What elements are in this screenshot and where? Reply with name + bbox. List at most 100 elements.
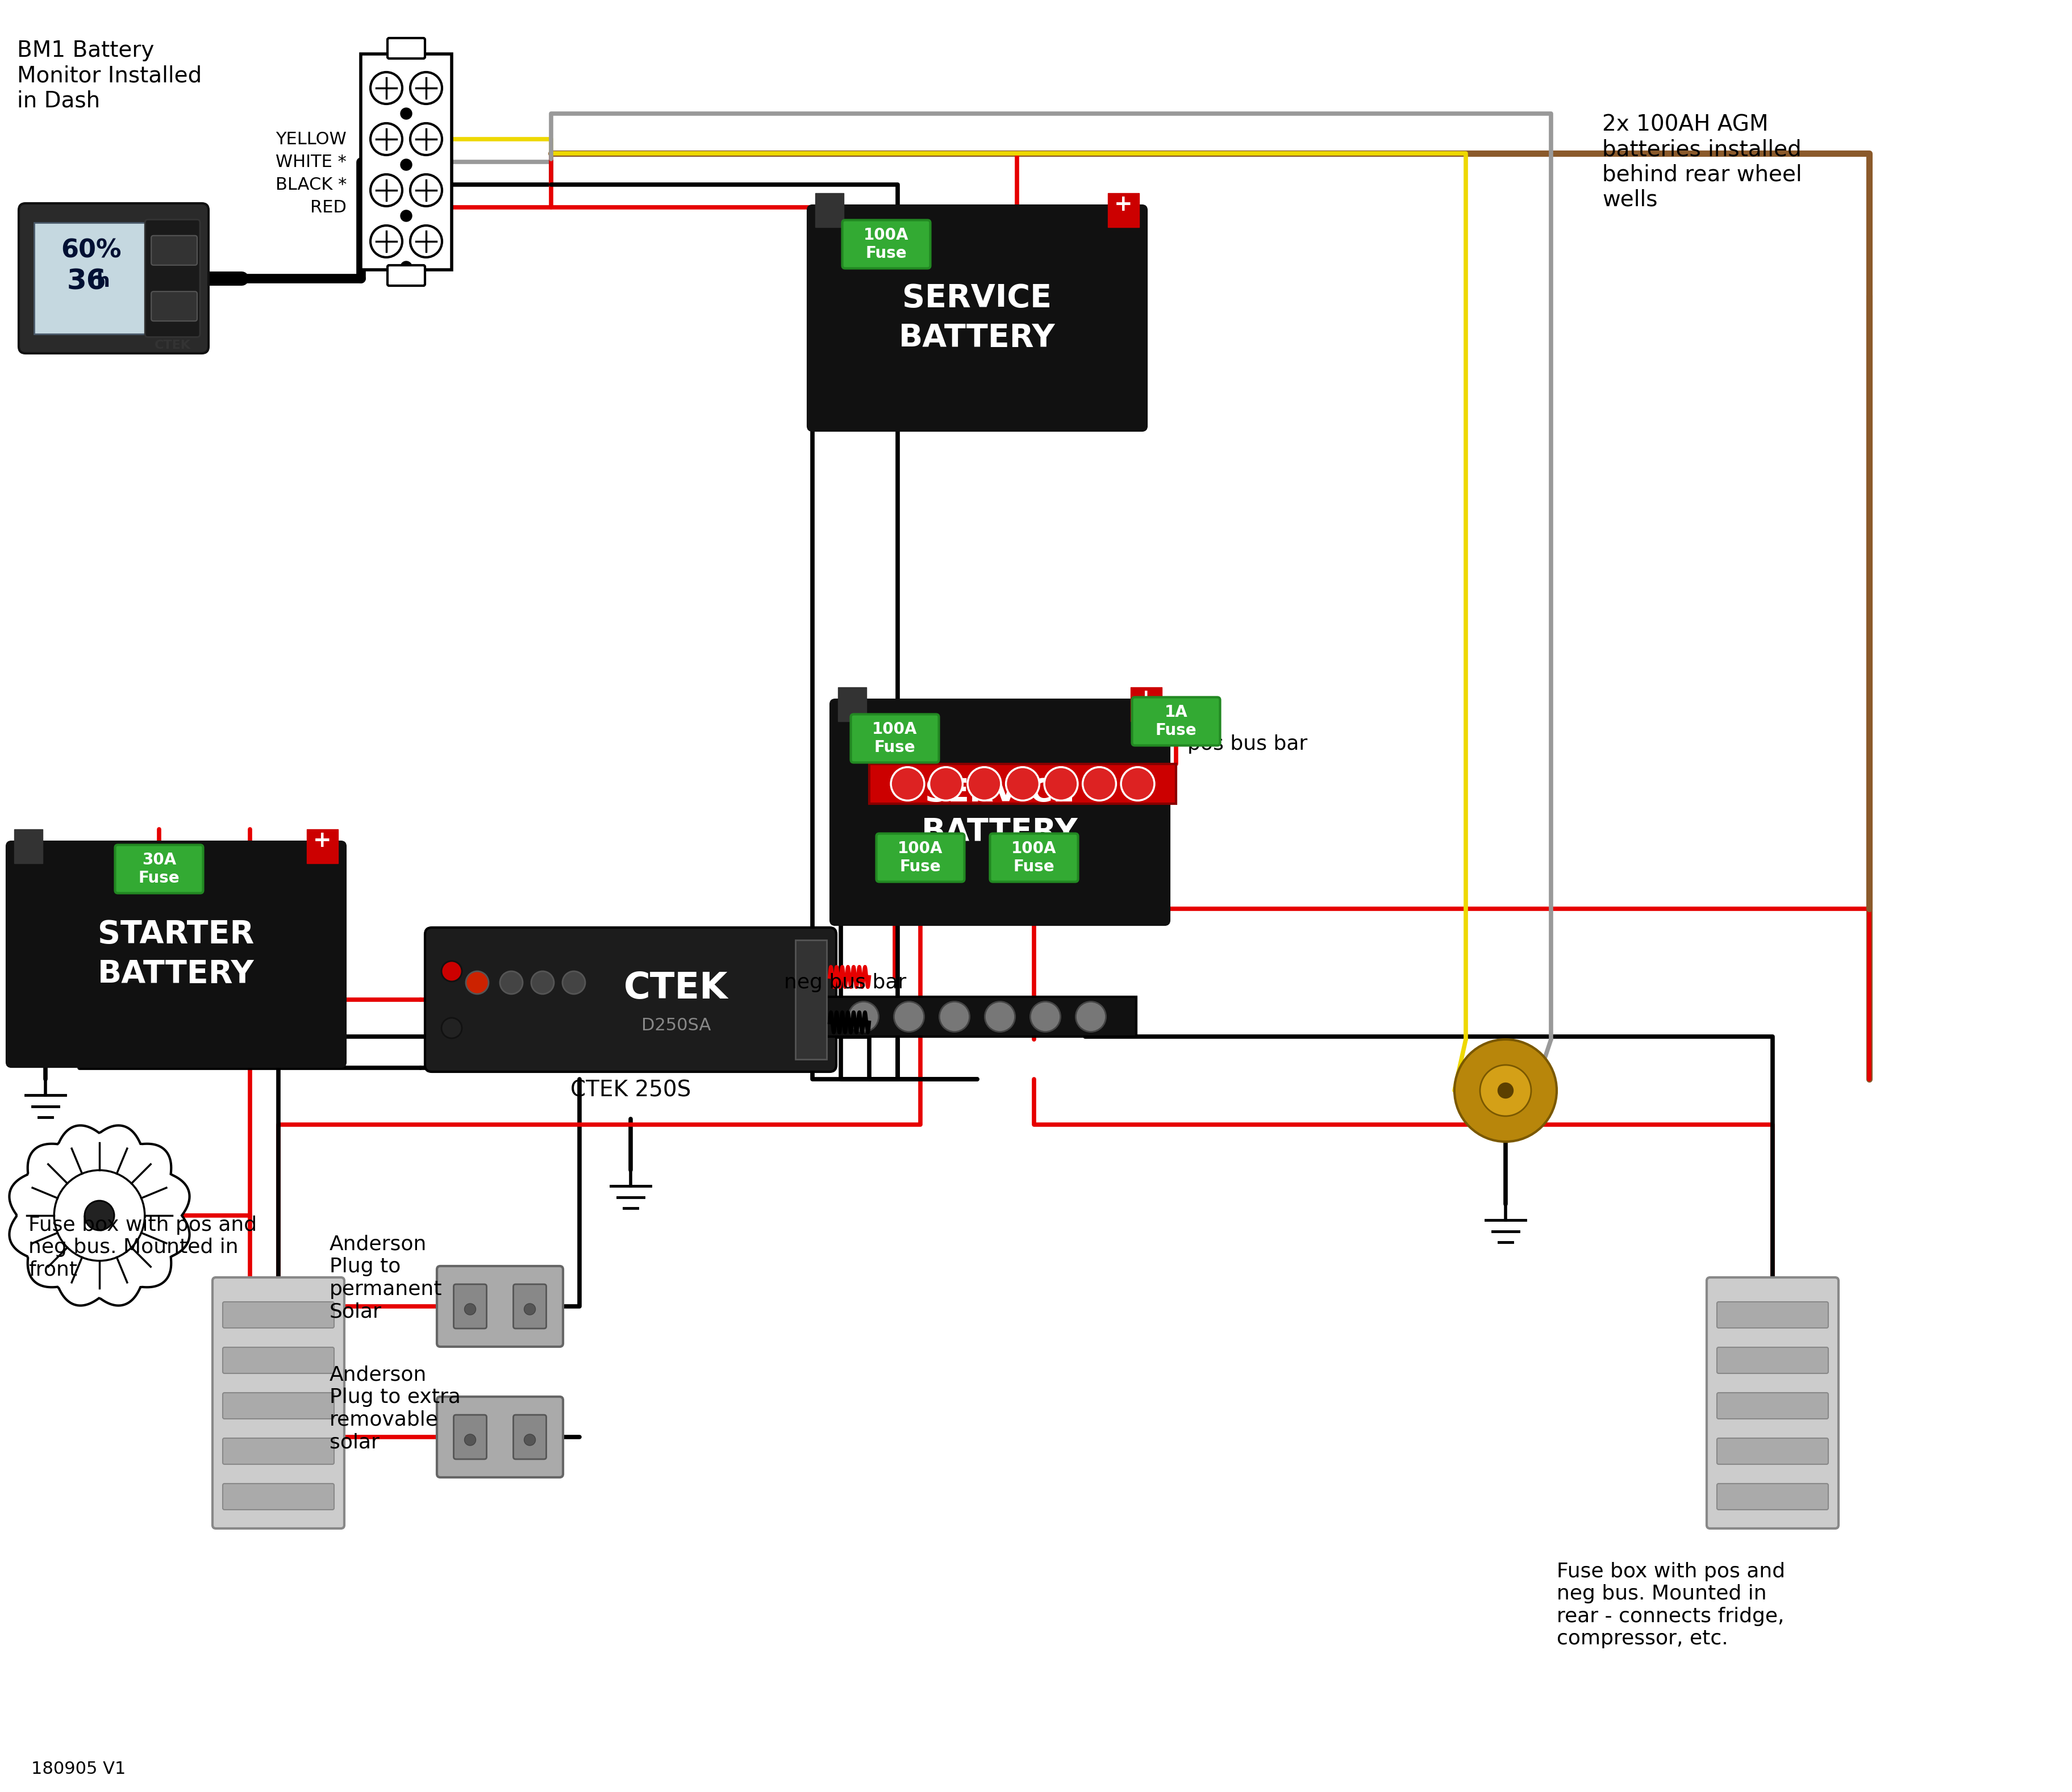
FancyBboxPatch shape [222,1439,334,1464]
Text: 1A
Fuse: 1A Fuse [1156,704,1198,738]
FancyBboxPatch shape [387,38,425,59]
Circle shape [85,1201,114,1231]
Text: WHITE *: WHITE * [276,154,346,170]
FancyBboxPatch shape [454,1285,487,1328]
Circle shape [371,124,402,156]
FancyBboxPatch shape [514,1416,547,1459]
Circle shape [400,210,412,222]
FancyBboxPatch shape [222,1484,334,1509]
Text: 36: 36 [66,267,106,296]
Circle shape [984,1002,1015,1032]
Text: h: h [95,272,110,290]
Text: RED: RED [311,199,346,215]
Circle shape [371,174,402,206]
Text: pos bus bar: pos bus bar [1187,735,1307,754]
Text: Fuse box with pos and
neg bus. Mounted in
rear - connects fridge,
compressor, et: Fuse box with pos and neg bus. Mounted i… [1556,1563,1786,1649]
Text: STARTER
BATTERY: STARTER BATTERY [97,919,255,989]
FancyBboxPatch shape [876,833,963,882]
FancyBboxPatch shape [222,1348,334,1373]
FancyBboxPatch shape [437,1265,564,1348]
Circle shape [410,174,441,206]
FancyBboxPatch shape [151,292,197,321]
Circle shape [410,124,441,156]
Circle shape [1498,1082,1513,1098]
Circle shape [524,1303,535,1315]
Text: 30A
Fuse: 30A Fuse [139,851,180,887]
FancyBboxPatch shape [831,699,1169,925]
FancyBboxPatch shape [852,715,939,763]
Circle shape [441,1018,462,1038]
Text: Fuse box with pos and
neg bus. Mounted in
front: Fuse box with pos and neg bus. Mounted i… [29,1215,257,1279]
FancyBboxPatch shape [19,202,209,353]
FancyBboxPatch shape [222,1301,334,1328]
FancyBboxPatch shape [213,1278,344,1529]
Circle shape [847,1002,879,1032]
FancyBboxPatch shape [990,833,1077,882]
Bar [837,688,866,722]
Text: CTEK: CTEK [153,340,191,351]
Text: 100A
Fuse: 100A Fuse [872,720,918,756]
Bar [33,222,149,333]
Circle shape [1455,1039,1556,1142]
Bar [149,233,160,323]
Text: neg bus bar: neg bus bar [783,973,905,993]
Bar [818,996,1135,1036]
Bar [1131,688,1162,722]
Text: Anderson
Plug to
permanent
Solar: Anderson Plug to permanent Solar [329,1235,441,1321]
Circle shape [410,72,441,104]
Circle shape [464,1434,477,1446]
Circle shape [530,971,553,995]
Circle shape [928,767,963,801]
Circle shape [464,1303,477,1315]
Text: CTEK: CTEK [624,971,727,1005]
Text: SERVICE
BATTERY: SERVICE BATTERY [922,776,1077,848]
Text: 100A
Fuse: 100A Fuse [864,228,910,262]
Circle shape [54,1170,145,1262]
Text: 100A
Fuse: 100A Fuse [1011,840,1057,874]
Circle shape [1479,1064,1531,1116]
FancyBboxPatch shape [1718,1484,1828,1509]
FancyBboxPatch shape [454,1416,487,1459]
Text: BM1 Battery
Monitor Installed
in Dash: BM1 Battery Monitor Installed in Dash [17,39,201,111]
Circle shape [524,1434,535,1446]
Circle shape [400,159,412,170]
Circle shape [441,961,462,982]
Bar [1109,194,1140,228]
Circle shape [968,767,1001,801]
FancyBboxPatch shape [841,220,930,269]
Circle shape [939,1002,970,1032]
Circle shape [1044,767,1077,801]
FancyBboxPatch shape [1718,1301,1828,1328]
FancyBboxPatch shape [1718,1348,1828,1373]
Text: CTEK 250S: CTEK 250S [570,1079,690,1100]
FancyBboxPatch shape [6,842,346,1066]
FancyBboxPatch shape [514,1285,547,1328]
FancyBboxPatch shape [387,265,425,285]
Circle shape [562,971,584,995]
Text: +: + [1115,194,1133,215]
FancyBboxPatch shape [116,844,203,892]
FancyBboxPatch shape [1718,1439,1828,1464]
Text: 60%: 60% [60,238,122,263]
Circle shape [400,262,412,272]
Text: 180905 V1: 180905 V1 [31,1762,126,1778]
FancyBboxPatch shape [151,235,197,265]
Circle shape [1030,1002,1061,1032]
FancyBboxPatch shape [222,1392,334,1419]
Bar [814,194,843,228]
Circle shape [466,971,489,995]
Text: SERVICE
BATTERY: SERVICE BATTERY [899,283,1055,353]
FancyBboxPatch shape [808,206,1146,430]
Text: 100A
Fuse: 100A Fuse [897,840,943,874]
Circle shape [1084,767,1117,801]
FancyBboxPatch shape [437,1396,564,1477]
Text: BLACK *: BLACK * [276,176,346,194]
Bar [870,763,1177,803]
Circle shape [1121,767,1154,801]
Bar [796,941,827,1059]
FancyBboxPatch shape [425,928,837,1072]
Text: D250SA: D250SA [642,1018,711,1034]
Circle shape [1075,1002,1106,1032]
FancyBboxPatch shape [1707,1278,1838,1529]
Bar [15,830,44,864]
